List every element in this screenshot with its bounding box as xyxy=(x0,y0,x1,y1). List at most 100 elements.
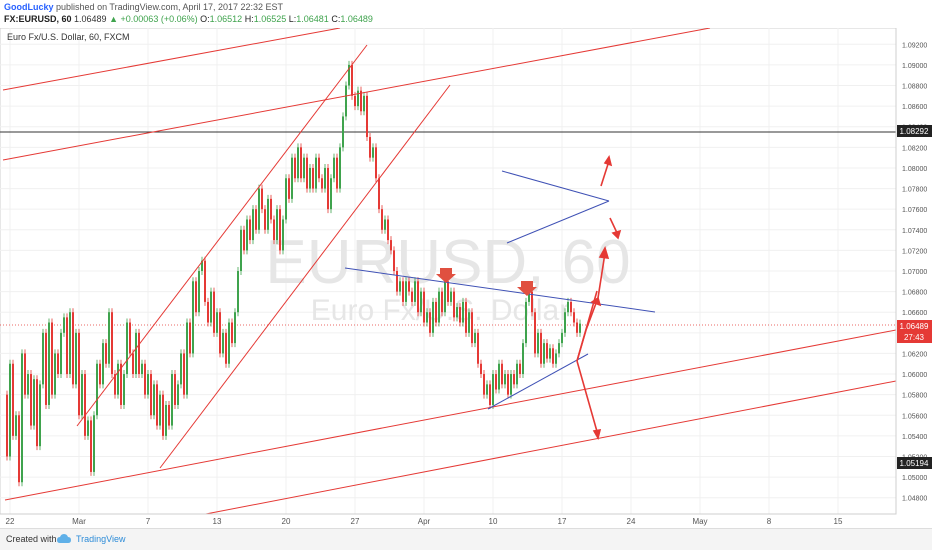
y-tick-label: 1.07600 xyxy=(902,207,927,214)
y-tick-label: 1.05800 xyxy=(902,393,927,400)
candle-body xyxy=(468,312,470,333)
close-label: C: xyxy=(331,14,341,24)
x-tick-label: Mar xyxy=(72,517,86,526)
candle-body xyxy=(213,291,215,333)
upper-channel-line-mid[interactable] xyxy=(2,28,711,161)
upper-channel-line-top[interactable] xyxy=(2,28,341,91)
x-tick-label: 10 xyxy=(489,517,498,526)
top-markers[interactable] xyxy=(436,268,537,296)
candle-body xyxy=(420,291,422,313)
candle-body xyxy=(555,353,557,364)
x-tick-label: 27 xyxy=(351,517,360,526)
triangle-resistance[interactable] xyxy=(344,267,656,313)
candle-body xyxy=(36,379,38,447)
candle-body xyxy=(192,281,194,354)
countdown-text: 27:43 xyxy=(904,333,925,342)
candle-body xyxy=(321,178,323,189)
projection-lower[interactable] xyxy=(506,200,610,244)
tradingview-cloud-icon xyxy=(57,534,71,543)
arrow-head xyxy=(603,155,613,167)
y-tick-label: 1.05000 xyxy=(902,475,927,482)
candle-body xyxy=(486,384,488,395)
candle-body xyxy=(111,312,113,375)
open-value: 1.06512 xyxy=(209,14,243,24)
candle-body xyxy=(456,307,458,318)
candle-body xyxy=(33,379,35,426)
candle-body xyxy=(18,415,20,483)
triangle-support[interactable] xyxy=(487,353,589,410)
down-arrow-marker-2[interactable] xyxy=(517,281,537,296)
candle-body xyxy=(291,157,293,199)
rising-channel-lower[interactable] xyxy=(159,84,451,469)
time-axis[interactable] xyxy=(0,514,896,527)
symbol-info: FX:EURUSD, 60 1.06489 ▲ +0.00063 (+0.06%… xyxy=(4,14,373,24)
candle-body xyxy=(501,363,503,385)
price-chart[interactable]: EURUSD, 60 Euro Fx/U.S. Dollar Euro Fx/U… xyxy=(0,28,932,527)
candle-body xyxy=(444,281,446,313)
candle-body xyxy=(15,415,17,436)
candle-body xyxy=(264,209,266,230)
arrow-up-2[interactable] xyxy=(597,252,606,299)
candle-body xyxy=(42,332,44,385)
last-price-text: 1.06489 xyxy=(900,322,929,331)
last-price-tag xyxy=(897,320,932,332)
chart-area[interactable]: EURUSD, 60 Euro Fx/U.S. Dollar Euro Fx/U… xyxy=(0,28,932,527)
candle-body xyxy=(216,312,218,333)
arrow-down-connector[interactable] xyxy=(576,290,598,362)
publish-info: GoodLucky published on TradingView.com, … xyxy=(4,2,283,12)
rising-channel-upper[interactable] xyxy=(76,44,368,427)
candle-body xyxy=(168,404,170,426)
candle-body xyxy=(141,363,143,375)
candle-body xyxy=(399,281,401,292)
arrow-up-far[interactable] xyxy=(600,160,610,187)
candle-body xyxy=(132,353,134,375)
candle-body xyxy=(210,291,212,323)
candle-body xyxy=(276,209,278,241)
candle-body xyxy=(114,374,116,395)
candle-body xyxy=(330,178,332,210)
candle-body xyxy=(159,394,161,426)
candle-body xyxy=(129,322,131,354)
triangle-pattern[interactable] xyxy=(344,170,656,410)
candle-body xyxy=(75,332,77,385)
y-tick-label: 1.05400 xyxy=(902,434,927,441)
candle-body xyxy=(474,332,476,344)
candle-body xyxy=(90,420,92,472)
footer-bar: Created with TradingView xyxy=(0,528,932,550)
long-support-line[interactable] xyxy=(4,329,897,501)
candle-body xyxy=(123,374,125,405)
author-link[interactable]: GoodLucky xyxy=(4,2,54,12)
candle-body xyxy=(60,332,62,375)
candle-body xyxy=(525,301,527,344)
candle-body xyxy=(540,332,542,364)
candle-body xyxy=(249,219,251,241)
candle-body xyxy=(318,157,320,179)
candle-body xyxy=(267,198,269,230)
candle-body xyxy=(522,343,524,375)
candle-body xyxy=(57,353,59,375)
down-arrow-marker-1[interactable] xyxy=(436,268,456,283)
candle-body xyxy=(471,312,473,344)
candle-body xyxy=(348,64,350,86)
candle-body xyxy=(117,363,119,395)
tradingview-brand-link[interactable]: TradingView xyxy=(76,534,126,544)
scenario-arrows[interactable] xyxy=(576,155,622,441)
candle-body xyxy=(51,322,53,395)
change-value: +0.00063 (+0.06%) xyxy=(120,14,198,24)
candle-body xyxy=(402,281,404,302)
trend-channels[interactable] xyxy=(2,28,897,519)
candle-body xyxy=(162,394,164,436)
price-axis[interactable] xyxy=(896,28,932,514)
candle-body xyxy=(48,322,50,405)
candle-body xyxy=(72,312,74,385)
candle-body xyxy=(489,384,491,405)
projection-upper[interactable] xyxy=(501,170,610,202)
lower-parallel-line[interactable] xyxy=(184,380,897,519)
candle-body xyxy=(45,332,47,405)
arrow-down-path[interactable] xyxy=(576,360,599,436)
candle-body xyxy=(315,157,317,189)
candle-body xyxy=(411,291,413,302)
candle-body xyxy=(231,322,233,344)
x-tick-label: 8 xyxy=(767,517,772,526)
candle-body xyxy=(198,271,200,313)
